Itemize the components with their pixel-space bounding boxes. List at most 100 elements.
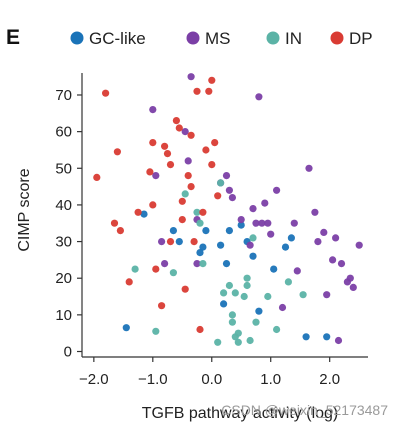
x-tick-label: −1.0: [138, 371, 168, 388]
y-tick-label: 50: [55, 160, 72, 177]
point-gc-like: [302, 333, 310, 341]
y-tick-label: 20: [55, 270, 72, 287]
point-dp: [184, 172, 192, 180]
point-dp: [110, 219, 119, 227]
point-ms: [222, 172, 231, 180]
point-gc-like: [220, 300, 228, 308]
point-ms: [184, 157, 192, 165]
point-gc-like: [237, 221, 245, 229]
legend-marker-gc-like: [70, 31, 84, 45]
y-axis-label: CIMP score: [16, 168, 33, 251]
point-ms: [305, 164, 313, 172]
point-in: [193, 208, 201, 216]
point-dp: [196, 325, 204, 334]
point-gc-like: [222, 260, 231, 268]
y-tick-label: 30: [55, 234, 72, 251]
point-ms: [181, 128, 189, 136]
point-in: [225, 281, 233, 290]
point-ms: [255, 93, 263, 101]
point-dp: [208, 76, 216, 84]
legend-marker-ms: [186, 31, 200, 45]
point-ms: [237, 216, 245, 224]
point-in: [299, 291, 307, 299]
point-ms: [320, 228, 328, 236]
legend-marker-in: [266, 31, 280, 45]
point-ms: [323, 291, 331, 299]
point-in: [234, 338, 242, 346]
panel-letter: E: [6, 26, 20, 49]
point-dp: [202, 146, 210, 154]
point-in: [152, 327, 160, 335]
legend: GC-like MS IN DP: [70, 29, 373, 48]
y-tick-label: 40: [55, 197, 72, 214]
point-in: [243, 281, 251, 290]
point-ms: [311, 208, 319, 216]
point-ms: [355, 241, 363, 249]
point-gc-like: [199, 243, 207, 251]
point-ms: [228, 194, 236, 202]
point-ms: [349, 283, 357, 291]
point-ms: [246, 241, 254, 249]
point-in: [234, 329, 242, 337]
point-dp: [116, 227, 124, 235]
point-in: [249, 234, 257, 242]
legend-label-ms: MS: [205, 29, 231, 48]
point-ms: [249, 205, 257, 213]
point-dp: [187, 183, 195, 191]
point-dp: [166, 238, 175, 246]
point-ms: [187, 73, 195, 81]
point-in: [181, 190, 189, 198]
point-gc-like: [249, 252, 257, 260]
x-axis-label: TGFB pathway activity (log): [142, 405, 339, 422]
point-ms: [161, 260, 169, 268]
point-gc-like: [225, 227, 233, 235]
point-ms: [149, 106, 157, 114]
x-axis-ticks: −2.0 −1.0 0.0 1.0 2.0: [79, 357, 340, 388]
point-gc-like: [281, 243, 290, 251]
y-tick-label: 0: [64, 344, 72, 361]
point-dp: [181, 285, 189, 293]
point-in: [240, 292, 248, 301]
point-ms: [290, 219, 298, 227]
watermark-text: CSDN @weixin_52173487: [221, 402, 388, 418]
point-in: [214, 338, 222, 346]
point-in: [199, 260, 207, 268]
point-ms: [273, 186, 281, 194]
point-in: [264, 292, 272, 301]
point-in: [228, 311, 236, 319]
point-ms: [329, 256, 337, 264]
point-in: [220, 289, 228, 297]
point-ms: [225, 186, 233, 194]
point-ms: [278, 303, 287, 312]
point-ms: [193, 260, 201, 268]
point-ms: [332, 234, 340, 242]
x-tick-label: 1.0: [260, 371, 281, 388]
point-dp: [166, 161, 175, 169]
point-dp: [152, 265, 160, 273]
point-gc-like: [169, 227, 177, 235]
point-dp: [193, 87, 201, 95]
point-dp: [178, 197, 186, 205]
point-gc-like: [323, 333, 331, 341]
point-ms: [258, 219, 266, 227]
point-dp: [178, 216, 186, 224]
point-gc-like: [122, 324, 130, 332]
point-ms: [293, 267, 301, 275]
point-dp: [205, 87, 213, 95]
point-dp: [125, 278, 133, 286]
point-gc-like: [175, 238, 183, 246]
point-ms: [264, 219, 272, 227]
legend-label-gc-like: GC-like: [89, 29, 146, 48]
y-axis-ticks: 0 10 20 30 40 50 60 70: [55, 87, 82, 361]
point-in: [231, 289, 239, 297]
point-ms: [346, 274, 354, 282]
point-dp: [93, 173, 101, 181]
point-dp: [214, 192, 222, 200]
point-dp: [102, 89, 110, 97]
x-tick-label: −2.0: [79, 371, 109, 388]
point-ms: [334, 336, 343, 345]
point-in: [273, 325, 281, 334]
point-gc-like: [270, 265, 278, 273]
legend-marker-dp: [330, 31, 344, 45]
